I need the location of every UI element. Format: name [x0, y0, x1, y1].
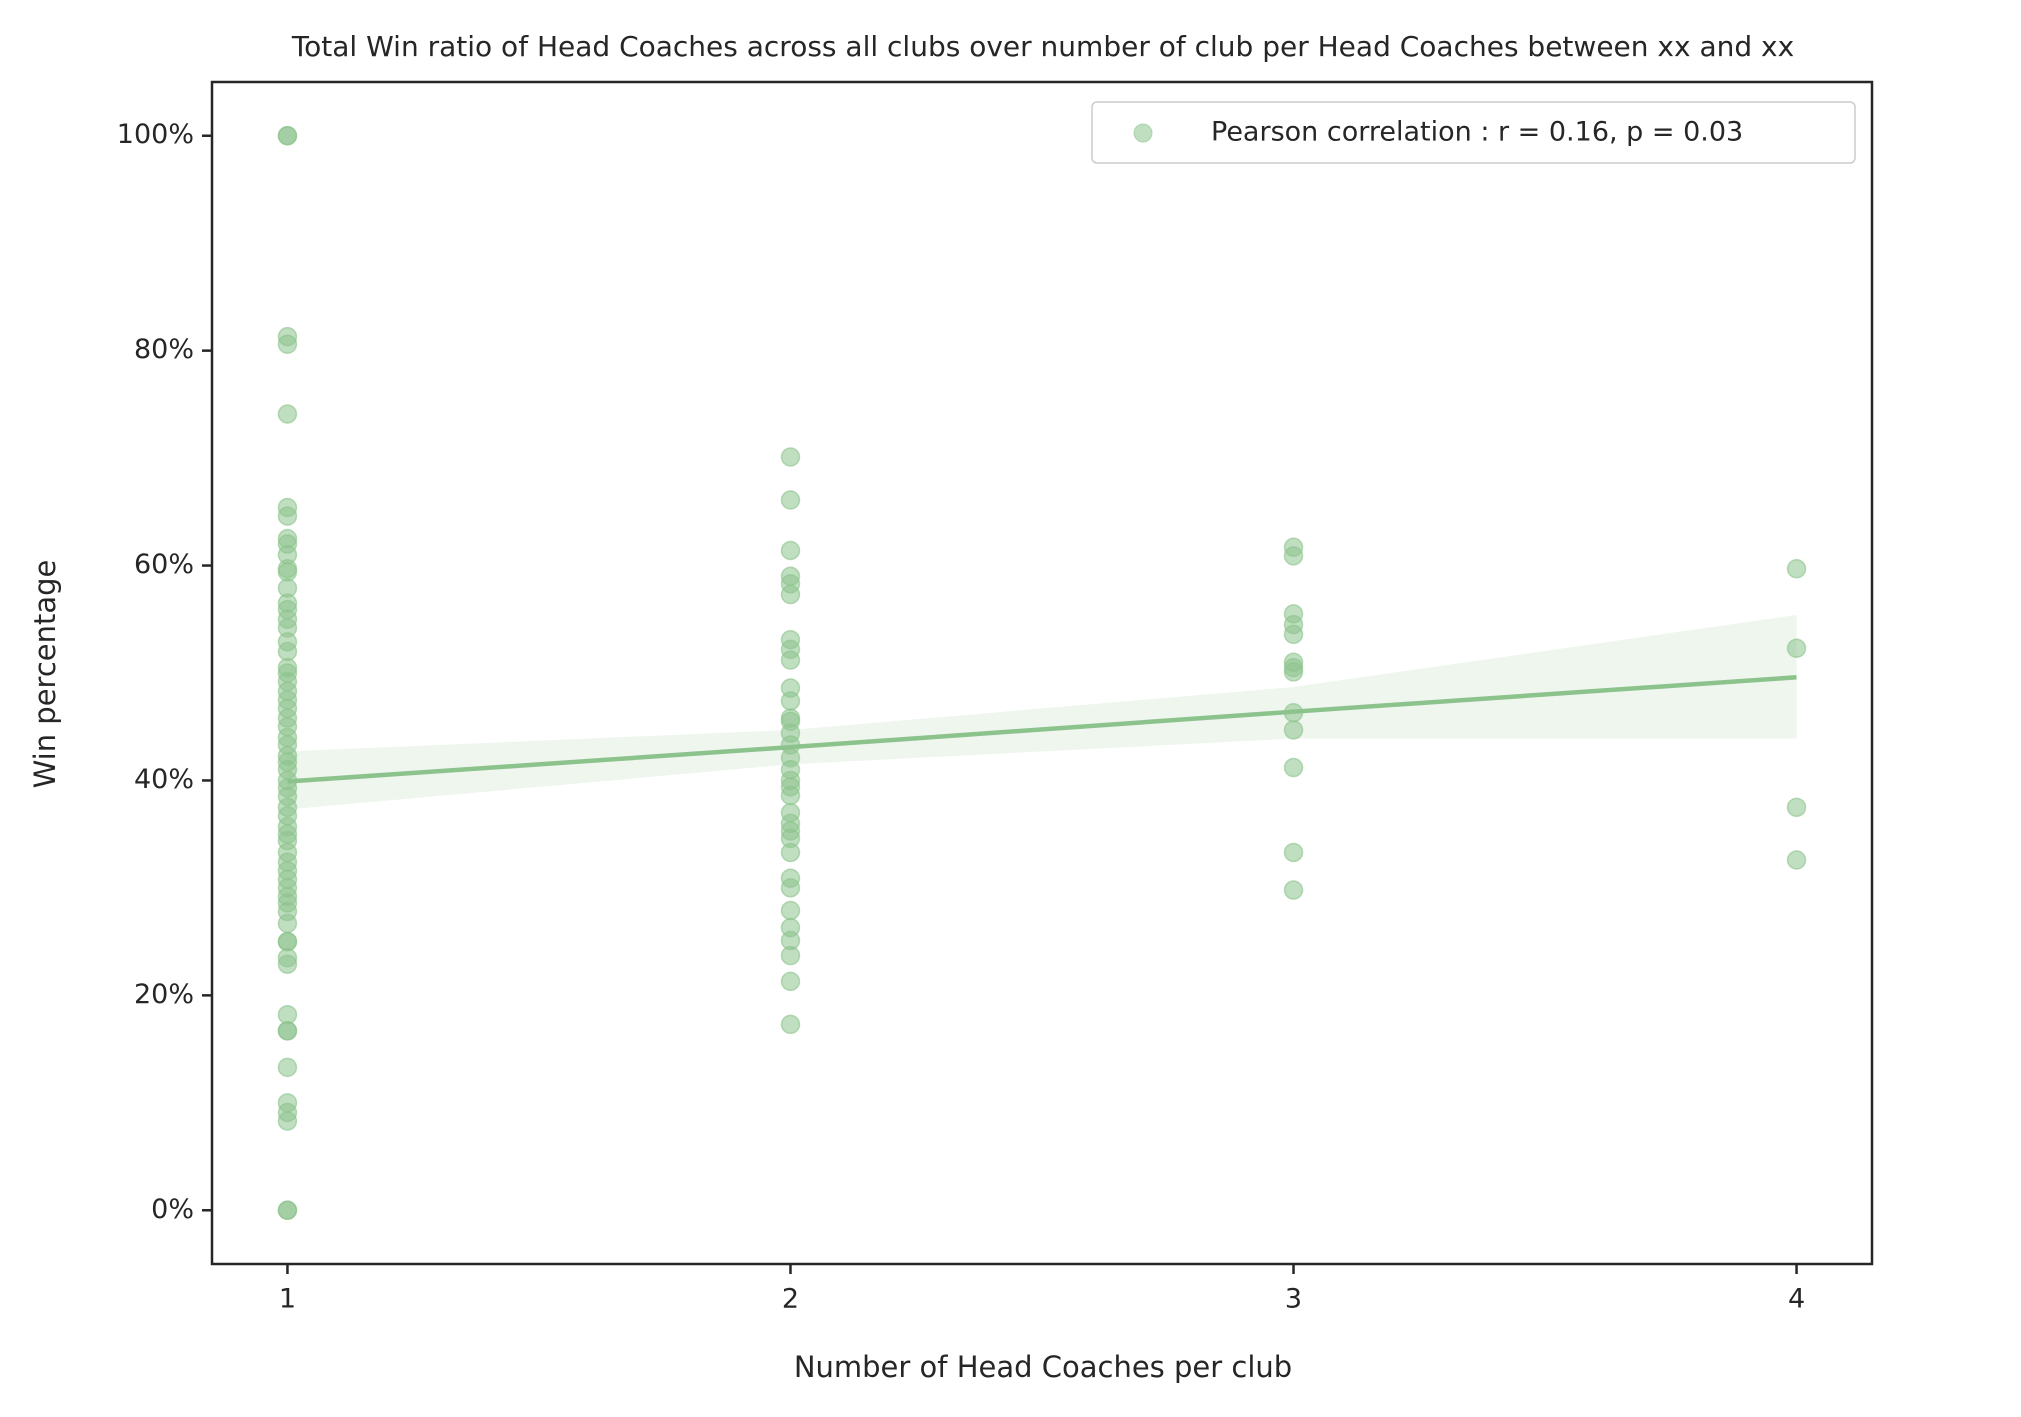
legend-label: Pearson correlation : r = 0.16, p = 0.03 — [1211, 117, 1743, 148]
scatter-point — [277, 404, 298, 424]
scatter-point — [1283, 624, 1304, 645]
x-axis-label: Number of Head Coaches per club — [794, 1350, 1292, 1384]
chart-title: Total Win ratio of Head Coaches across a… — [291, 30, 1794, 63]
scatter-point — [780, 971, 801, 992]
scatter-point — [780, 691, 801, 711]
scatter-point — [780, 878, 801, 898]
scatter-point — [780, 650, 801, 670]
scatter-point — [277, 1021, 298, 1041]
scatter-point — [780, 842, 801, 863]
scatter-point — [277, 1111, 298, 1131]
y-tick-label: 60% — [134, 549, 194, 580]
scatter-point — [780, 490, 801, 510]
scatter-point — [1283, 662, 1304, 682]
y-tick-label: 40% — [134, 764, 194, 795]
scatter-point — [1786, 850, 1807, 870]
scatter-point — [1786, 559, 1807, 579]
scatter-point — [1786, 797, 1807, 818]
x-tick-label: 1 — [279, 1284, 296, 1315]
scatter-point — [1283, 757, 1304, 778]
plot-frame — [210, 80, 1874, 1266]
x-tick-label: 3 — [1285, 1284, 1302, 1315]
y-tick-label: 80% — [134, 334, 194, 365]
y-tick-label: 100% — [117, 119, 194, 150]
scatter-point — [277, 1004, 298, 1025]
scatter-point — [1283, 703, 1304, 723]
scatter-point — [277, 334, 298, 354]
scatter-point — [1283, 720, 1304, 740]
scatter-point — [277, 954, 298, 974]
scatter-point — [277, 1200, 298, 1221]
scatter-point — [780, 447, 801, 467]
scatter-point — [277, 125, 298, 146]
scatter-point — [277, 1057, 298, 1078]
scatter-point — [1283, 842, 1304, 863]
scatter-point — [277, 913, 298, 934]
scatter-point — [780, 1014, 801, 1035]
scatter-point — [277, 641, 298, 662]
scatter-point — [1283, 880, 1304, 900]
y-tick-label: 20% — [134, 979, 194, 1010]
scatter-point — [1283, 546, 1304, 566]
scatter-point — [780, 900, 801, 921]
scatter-point — [780, 785, 801, 806]
scatter-point — [277, 562, 298, 582]
scatter-point — [780, 945, 801, 966]
y-axis-label: Win percentage — [28, 560, 62, 789]
scatter-point — [780, 584, 801, 605]
confidence-band — [287, 614, 1797, 810]
legend-box — [1091, 101, 1856, 164]
regression-line — [287, 675, 1797, 784]
x-tick-label: 2 — [782, 1284, 799, 1315]
scatter-point — [277, 931, 298, 952]
scatter-point — [780, 540, 801, 561]
x-tick-label: 4 — [1788, 1284, 1805, 1315]
legend-marker — [1133, 123, 1153, 143]
y-tick-label: 0% — [151, 1194, 194, 1225]
scatter-point — [1786, 638, 1807, 659]
scatter-point — [277, 506, 298, 526]
